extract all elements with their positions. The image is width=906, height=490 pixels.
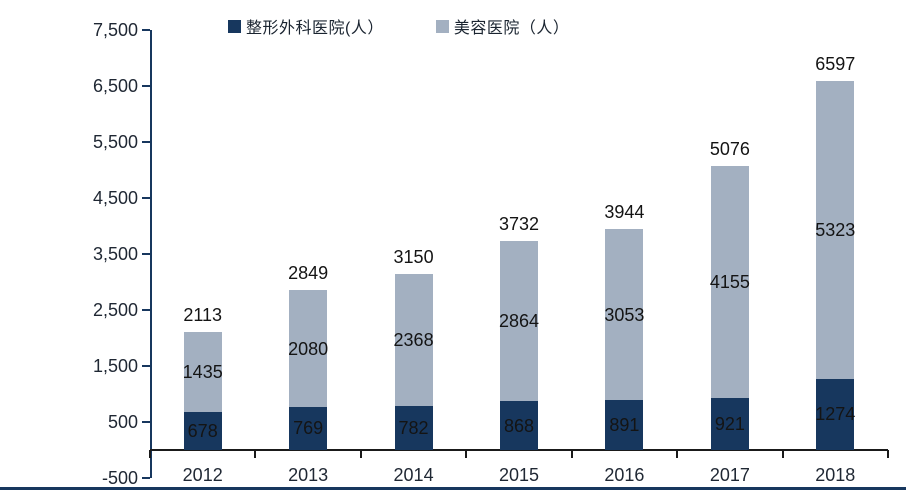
y-axis-tick: [142, 309, 150, 311]
x-axis-tick: [887, 450, 889, 458]
y-axis-tick-label: 7,500: [92, 20, 138, 40]
segment-label-surgical-2012: 678: [187, 421, 218, 442]
segment-label-surgical-2015: 868: [503, 415, 535, 436]
y-axis-tick: [142, 29, 150, 31]
segment-label-beauty-2015: 2864: [498, 311, 540, 332]
total-label-2013: 2849: [288, 263, 329, 284]
bar-segment-beauty-2017: [710, 165, 749, 399]
bar-segment-beauty-2012: [183, 331, 222, 413]
y-axis-tick-label: 1,500: [92, 356, 138, 376]
bar-segment-surgical-2012: [183, 412, 222, 450]
total-label-2016: 3944: [604, 202, 645, 223]
chart-legend: 整形外科医院(人） 美容医院（人）: [228, 14, 569, 38]
y-axis-tick-label: 2,500: [92, 300, 138, 320]
x-axis-tick: [149, 450, 151, 458]
y-axis-tick-label: 4,500: [92, 188, 138, 208]
bar-segment-surgical-2014: [394, 406, 433, 450]
total-label-2014: 3150: [393, 246, 434, 267]
legend-swatch-beauty-hospital: [435, 19, 449, 33]
segment-label-surgical-2017: 921: [714, 414, 745, 435]
y-axis-tick: [142, 365, 150, 367]
legend-label-surgical-hospital: 整形外科医院(人）: [246, 20, 384, 37]
y-axis-tick: [142, 421, 150, 423]
legend-label-beauty-hospital: 美容医院（人）: [453, 20, 570, 37]
y-axis-tick-label: 6,500: [92, 76, 138, 96]
total-label-2017: 5076: [709, 138, 750, 159]
y-axis-tick-label: -500: [101, 468, 138, 488]
x-axis-tick: [359, 450, 362, 458]
y-axis-tick: [142, 85, 150, 87]
bar-segment-surgical-2015: [500, 401, 538, 450]
bar-segment-beauty-2015: [500, 241, 538, 402]
bar-segment-surgical-2016: [605, 400, 644, 450]
legend-item-beauty-hospital: 美容医院（人）: [435, 14, 570, 38]
bar-segment-beauty-2014: [394, 273, 433, 407]
y-axis-line: [150, 30, 152, 478]
x-axis-tick: [676, 450, 679, 458]
x-category-label-2015: 2015: [498, 465, 540, 485]
x-axis-tick: [781, 450, 784, 458]
x-axis-tick: [465, 450, 468, 458]
y-axis-tick: [142, 477, 150, 479]
x-axis-tick: [254, 450, 257, 458]
x-axis-tick: [570, 450, 573, 458]
y-axis-tick: [142, 197, 150, 199]
segment-label-beauty-2016: 3053: [604, 304, 645, 325]
total-label-2018: 6597: [815, 53, 856, 74]
bottom-border-rule: [0, 487, 906, 490]
bar-segment-surgical-2013: [289, 406, 328, 450]
y-axis-tick: [142, 141, 150, 143]
total-label-2012: 2113: [183, 304, 223, 325]
x-category-label-2018: 2018: [815, 465, 856, 485]
x-axis-baseline: [150, 449, 888, 451]
segment-label-beauty-2018: 5323: [815, 219, 856, 240]
segment-label-beauty-2017: 4155: [709, 272, 750, 293]
segment-label-beauty-2014: 2368: [393, 329, 434, 350]
bar-segment-surgical-2018: [816, 378, 855, 450]
bar-segment-beauty-2016: [605, 229, 644, 401]
x-category-label-2014: 2014: [393, 465, 434, 485]
segment-label-surgical-2013: 769: [293, 418, 324, 439]
bar-segment-surgical-2017: [710, 398, 749, 450]
segment-label-beauty-2012: 1435: [182, 361, 223, 382]
x-category-label-2016: 2016: [604, 465, 645, 485]
bar-segment-beauty-2018: [816, 80, 855, 379]
segment-label-beauty-2013: 2080: [288, 338, 329, 359]
x-category-label-2013: 2013: [288, 465, 329, 485]
bar-segment-beauty-2013: [289, 290, 328, 407]
y-axis-tick: [142, 253, 150, 255]
y-axis-tick-label: 500: [107, 412, 138, 432]
legend-item-surgical-hospital: 整形外科医院(人）: [228, 14, 384, 38]
y-axis-tick-label: 5,500: [92, 132, 138, 152]
total-label-2015: 3732: [498, 214, 540, 234]
x-category-label-2012: 2012: [182, 465, 223, 485]
x-category-label-2017: 2017: [709, 465, 750, 485]
legend-swatch-surgical-hospital: [228, 19, 241, 33]
y-axis-tick-label: 3,500: [92, 244, 138, 264]
segment-label-surgical-2014: 782: [398, 418, 429, 439]
segment-label-surgical-2018: 1274: [815, 404, 856, 425]
segment-label-surgical-2016: 891: [609, 415, 640, 436]
